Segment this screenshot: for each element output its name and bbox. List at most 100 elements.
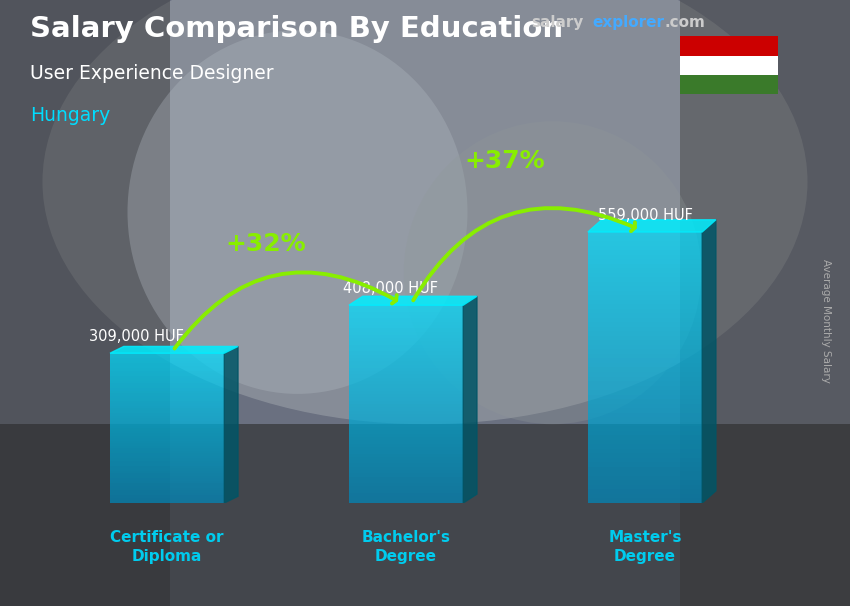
- Bar: [588, 490, 702, 494]
- Bar: [110, 398, 224, 401]
- Bar: [680, 75, 778, 94]
- Bar: [588, 358, 702, 363]
- Bar: [588, 309, 702, 313]
- Bar: [349, 401, 463, 404]
- Bar: [588, 417, 702, 422]
- Bar: [349, 444, 463, 447]
- Bar: [110, 401, 224, 403]
- Bar: [588, 286, 702, 291]
- Bar: [110, 431, 224, 433]
- Bar: [349, 441, 463, 444]
- Bar: [110, 358, 224, 361]
- Bar: [110, 481, 224, 483]
- Bar: [110, 423, 224, 425]
- Bar: [349, 476, 463, 480]
- Bar: [110, 416, 224, 418]
- Bar: [110, 411, 224, 413]
- Bar: [588, 327, 702, 331]
- Bar: [110, 403, 224, 405]
- Bar: [588, 485, 702, 490]
- Bar: [349, 308, 463, 311]
- Bar: [349, 328, 463, 331]
- Bar: [588, 350, 702, 354]
- Bar: [349, 384, 463, 388]
- Bar: [349, 381, 463, 384]
- Bar: [588, 408, 702, 413]
- Bar: [349, 404, 463, 407]
- Bar: [110, 483, 224, 485]
- Bar: [349, 457, 463, 460]
- Bar: [588, 376, 702, 381]
- Bar: [349, 421, 463, 424]
- Bar: [349, 345, 463, 348]
- Bar: [349, 305, 463, 308]
- Bar: [110, 493, 224, 496]
- Bar: [110, 501, 224, 503]
- Bar: [588, 381, 702, 385]
- Bar: [349, 500, 463, 503]
- Bar: [588, 241, 702, 245]
- Bar: [588, 331, 702, 336]
- Bar: [588, 322, 702, 327]
- Bar: [110, 418, 224, 421]
- Bar: [349, 351, 463, 355]
- Bar: [588, 232, 702, 236]
- Bar: [588, 255, 702, 259]
- Bar: [110, 371, 224, 373]
- Bar: [349, 378, 463, 381]
- Text: 309,000 HUF: 309,000 HUF: [88, 330, 184, 344]
- Bar: [110, 450, 224, 453]
- Bar: [110, 438, 224, 441]
- Bar: [588, 431, 702, 435]
- Bar: [588, 399, 702, 404]
- Bar: [110, 368, 224, 371]
- Bar: [349, 447, 463, 450]
- Bar: [588, 341, 702, 345]
- Bar: [349, 318, 463, 322]
- Text: Hungary: Hungary: [30, 106, 110, 125]
- Text: Master's
Degree: Master's Degree: [609, 530, 682, 564]
- Bar: [588, 435, 702, 440]
- Bar: [349, 434, 463, 437]
- Bar: [588, 494, 702, 499]
- Bar: [349, 427, 463, 430]
- Bar: [110, 476, 224, 478]
- Bar: [349, 311, 463, 315]
- Bar: [110, 381, 224, 383]
- Bar: [588, 273, 702, 277]
- Bar: [349, 490, 463, 493]
- Polygon shape: [349, 296, 477, 305]
- Bar: [349, 487, 463, 490]
- Text: Average Monthly Salary: Average Monthly Salary: [821, 259, 831, 383]
- Bar: [349, 460, 463, 464]
- Bar: [349, 424, 463, 427]
- Ellipse shape: [404, 121, 701, 424]
- Bar: [588, 236, 702, 241]
- Bar: [110, 413, 224, 416]
- Bar: [110, 353, 224, 356]
- Text: explorer: explorer: [592, 15, 665, 30]
- Bar: [110, 388, 224, 391]
- Bar: [110, 465, 224, 468]
- Bar: [349, 375, 463, 378]
- Bar: [349, 467, 463, 470]
- Polygon shape: [224, 347, 238, 503]
- Bar: [349, 371, 463, 375]
- Bar: [349, 368, 463, 371]
- Bar: [588, 336, 702, 341]
- Bar: [588, 363, 702, 367]
- Bar: [0, 0, 170, 606]
- Bar: [349, 483, 463, 487]
- Bar: [110, 441, 224, 443]
- Text: Salary Comparison By Education: Salary Comparison By Education: [30, 15, 563, 43]
- Bar: [680, 0, 850, 606]
- Bar: [110, 445, 224, 448]
- Bar: [588, 476, 702, 481]
- Bar: [110, 490, 224, 493]
- Bar: [349, 464, 463, 467]
- Bar: [588, 404, 702, 408]
- Bar: [588, 440, 702, 444]
- Bar: [110, 448, 224, 450]
- Bar: [110, 378, 224, 381]
- Bar: [110, 361, 224, 363]
